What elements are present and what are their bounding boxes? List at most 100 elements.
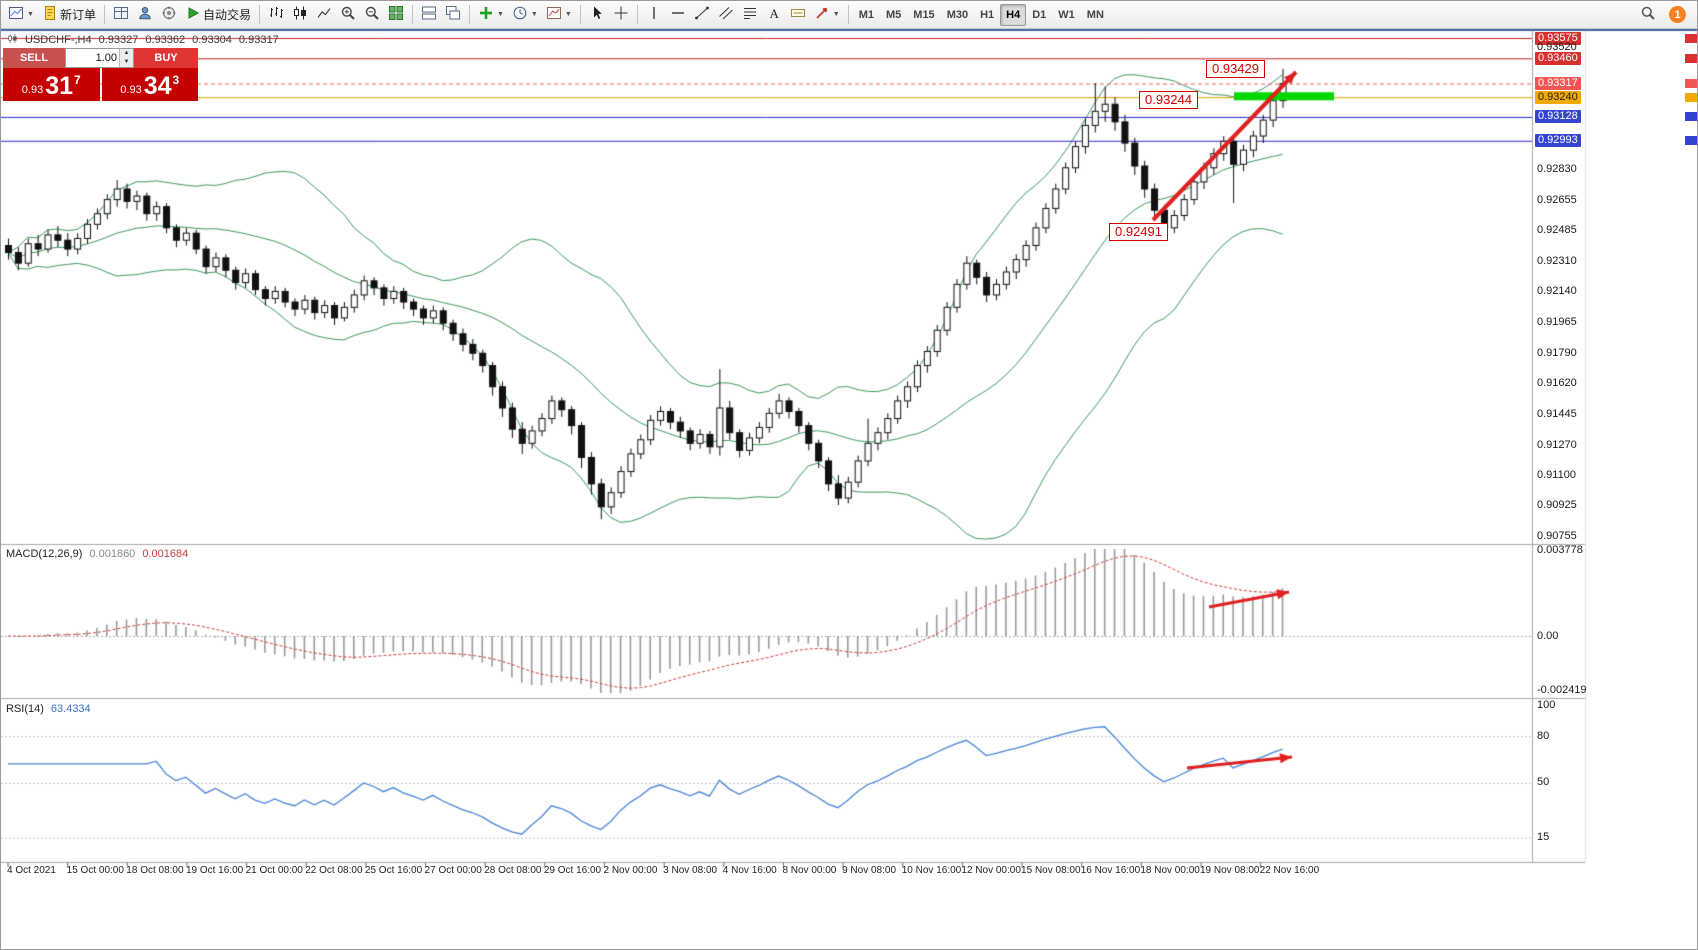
toolbar-separator — [258, 5, 260, 24]
bar-chart-button[interactable] — [264, 3, 288, 27]
tile-windows-button[interactable] — [384, 3, 408, 27]
new-order-button-label: 新订单 — [59, 8, 96, 22]
buy-button[interactable]: BUY — [134, 48, 198, 68]
rsi-title: RSI(14) — [6, 703, 44, 715]
horizontal-line-tool[interactable] — [666, 3, 690, 27]
candlestick-chart-button[interactable] — [288, 3, 312, 27]
macd-main-value: 0.001860 — [89, 548, 136, 560]
price-annotation: 0.93244 — [1139, 91, 1198, 109]
cursor-tool[interactable] — [585, 3, 609, 27]
sell-price-small: 0.93 — [21, 84, 44, 96]
timeframe-m5-button[interactable]: M5 — [886, 8, 902, 21]
dropdown-caret-icon: ▼ — [564, 11, 572, 18]
candle-chart-icon — [292, 5, 308, 24]
timeframe-h4-button[interactable]: H4 — [1000, 3, 1027, 26]
time-axis-label: 9 Nov 08:00 — [842, 865, 897, 876]
toolbar-separator — [103, 5, 105, 24]
buy-price-display[interactable]: 0.93 34 3 — [101, 68, 198, 101]
macd-axis-label: -0.002419 — [1537, 684, 1587, 696]
crosshair-icon — [613, 5, 629, 24]
toolbar-separator — [468, 5, 470, 24]
arrows-icon — [814, 5, 830, 24]
volume-input[interactable] — [66, 49, 119, 67]
price-axis-label: 0.91790 — [1537, 346, 1577, 359]
price-axis-label: 0.91620 — [1537, 376, 1577, 389]
accounts-button[interactable] — [133, 3, 157, 27]
channel-icon — [718, 5, 734, 24]
indicators-icon — [478, 5, 494, 24]
toolbar-separator — [847, 5, 849, 24]
time-axis-label: 28 Oct 08:00 — [484, 865, 542, 876]
text-tool[interactable]: A — [762, 3, 786, 27]
toolbar-separator — [636, 5, 638, 24]
templates-menu[interactable]: ▼ — [542, 3, 576, 27]
arrow-objects-menu[interactable]: ▼ — [810, 3, 844, 27]
sell-price-display[interactable]: 0.93 31 7 — [3, 68, 100, 101]
volume-down-button[interactable]: ▼ — [120, 58, 133, 67]
zoom-out-button[interactable] — [360, 3, 384, 27]
vertical-line-tool[interactable] — [642, 3, 666, 27]
price-axis-label: 0.91965 — [1537, 315, 1577, 328]
price-marker — [1685, 136, 1697, 146]
price-axis-label: 0.92140 — [1537, 284, 1577, 297]
time-axis-label: 25 Oct 16:00 — [364, 865, 423, 876]
trendline-tool[interactable] — [690, 3, 714, 27]
timeframe-w1-button[interactable]: W1 — [1058, 8, 1075, 21]
hline-icon — [670, 5, 686, 24]
new-order-button[interactable]: 新订单 — [38, 3, 100, 27]
time-axis-label: 4 Oct 2021 — [7, 865, 56, 876]
strategy-tester-button[interactable] — [157, 3, 181, 27]
indicators-menu[interactable]: ▼ — [474, 3, 508, 27]
sell-button[interactable]: SELL — [3, 48, 65, 68]
price-axis-label: 0.91270 — [1537, 438, 1577, 451]
timeframe-d1-button[interactable]: D1 — [1032, 8, 1047, 21]
price-axis-label: 0.90925 — [1537, 499, 1577, 512]
rsi-axis-label: 15 — [1537, 831, 1550, 843]
time-axis-label: 16 Nov 16:00 — [1080, 865, 1141, 876]
price-marker — [1685, 92, 1697, 102]
search-button[interactable] — [1636, 3, 1660, 27]
price-marker — [1685, 53, 1697, 63]
price-axis-label: 0.93575 — [1535, 31, 1581, 45]
time-axis-label: 18 Nov 00:00 — [1140, 865, 1200, 876]
close-value: 0.93317 — [238, 34, 279, 46]
symbol-period-label: USDCHF-,H4 — [25, 34, 92, 46]
crosshair-tool[interactable] — [609, 3, 633, 27]
price-axis-label: 0.91100 — [1537, 468, 1576, 481]
zoom-out-icon — [364, 5, 380, 24]
periods-icon — [512, 5, 528, 24]
price-axis-label: 0.93128 — [1535, 110, 1581, 124]
autotrade-button[interactable]: 自动交易 — [181, 3, 255, 27]
cascade-windows-button[interactable] — [441, 3, 465, 27]
market-watch-button[interactable] — [109, 3, 133, 27]
buy-price-sup: 3 — [172, 73, 180, 87]
sell-price-big: 31 — [45, 72, 74, 100]
zoom-in-button[interactable] — [336, 3, 360, 27]
time-axis-label: 22 Oct 08:00 — [305, 865, 363, 876]
timeframe-h1-button[interactable]: H1 — [980, 8, 995, 21]
bar-chart-icon — [268, 5, 284, 24]
time-axis-label: 4 Nov 16:00 — [722, 865, 777, 876]
sell-price-sup: 7 — [74, 73, 81, 87]
rsi-header: RSI(14) 63.4334 — [6, 703, 91, 715]
rsi-axis-label: 100 — [1537, 699, 1556, 711]
line-chart-button[interactable] — [312, 3, 336, 27]
cursor-icon — [589, 5, 605, 24]
fibonacci-tool[interactable] — [738, 3, 762, 27]
timeframe-m1-button[interactable]: M1 — [858, 8, 874, 21]
periods-menu[interactable]: ▼ — [508, 3, 542, 27]
label-tool[interactable] — [786, 3, 810, 27]
timeframe-m30-button[interactable]: M30 — [946, 8, 969, 21]
timeframe-m15-button[interactable]: M15 — [913, 8, 935, 21]
time-axis-label: 18 Oct 08:00 — [126, 865, 184, 876]
timeframe-mn-button[interactable]: MN — [1086, 8, 1104, 21]
channel-tool[interactable] — [714, 3, 738, 27]
notification-badge[interactable]: 1 — [1669, 6, 1686, 23]
arrange-windows-button[interactable] — [417, 3, 441, 27]
toolbar: ▼ 新订单 自动交易 ▼ ▼ ▼ A ▼ M1 M5 M15 M30 H1 H4 D1 W1 MN 1 — [1, 1, 1697, 29]
volume-up-button[interactable]: ▲ — [120, 49, 133, 58]
templates-icon — [546, 5, 562, 24]
one-click-trade-panel: SELL ▲ ▼ BUY 0.93 31 7 0.93 34 3 — [3, 48, 198, 101]
chart-window-menu[interactable]: ▼ — [4, 3, 38, 27]
